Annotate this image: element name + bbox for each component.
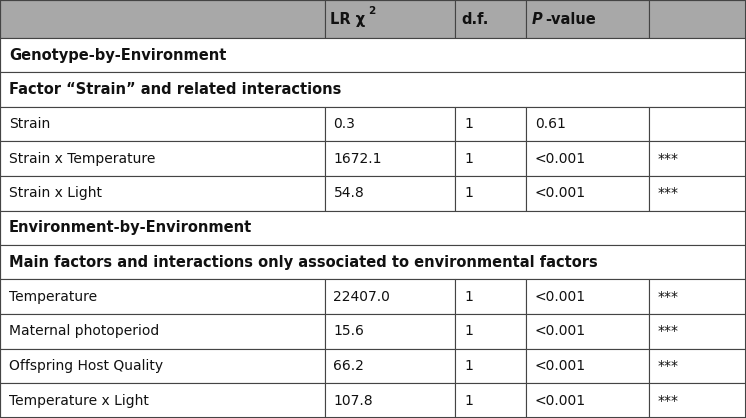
Bar (0, 72, 746, 107)
Text: Strain x Temperature: Strain x Temperature (9, 152, 155, 166)
Text: 15.6: 15.6 (333, 324, 364, 338)
Text: ***: *** (658, 359, 679, 373)
Bar (526, 141, 649, 176)
Bar (325, 349, 455, 383)
Text: Factor “Strain” and related interactions: Factor “Strain” and related interactions (9, 82, 342, 97)
Text: 1: 1 (464, 290, 473, 303)
Text: <0.001: <0.001 (535, 394, 586, 408)
Text: Maternal photoperiod: Maternal photoperiod (9, 324, 159, 338)
Bar (455, 107, 526, 141)
Bar (649, 0, 746, 38)
Text: Offspring Host Quality: Offspring Host Quality (9, 359, 163, 373)
Bar (649, 279, 746, 314)
Bar (649, 383, 746, 418)
Bar (649, 349, 746, 383)
Text: Main factors and interactions only associated to environmental factors: Main factors and interactions only assoc… (9, 255, 598, 270)
Text: ***: *** (658, 324, 679, 338)
Bar (455, 314, 526, 349)
Bar (325, 176, 455, 211)
Text: ***: *** (658, 186, 679, 200)
Bar (526, 107, 649, 141)
Bar (455, 279, 526, 314)
Bar (649, 314, 746, 349)
Text: 107.8: 107.8 (333, 394, 373, 408)
Text: ***: *** (658, 290, 679, 303)
Bar (325, 383, 455, 418)
Text: <0.001: <0.001 (535, 324, 586, 338)
Bar (526, 349, 649, 383)
Text: LR χ: LR χ (330, 12, 366, 27)
Text: d.f.: d.f. (461, 12, 489, 27)
Text: 0.3: 0.3 (333, 117, 355, 131)
Text: 1: 1 (464, 152, 473, 166)
Bar (455, 0, 526, 38)
Bar (325, 279, 455, 314)
Bar (455, 141, 526, 176)
Bar (455, 383, 526, 418)
Bar (0, 349, 325, 383)
Bar (455, 176, 526, 211)
Bar (526, 176, 649, 211)
Bar (0, 383, 325, 418)
Text: 1: 1 (464, 186, 473, 200)
Text: 54.8: 54.8 (333, 186, 364, 200)
Text: Genotype-by-Environment: Genotype-by-Environment (9, 48, 226, 63)
Bar (0, 107, 325, 141)
Bar (325, 141, 455, 176)
Text: Strain: Strain (9, 117, 50, 131)
Bar (0, 176, 325, 211)
Bar (325, 314, 455, 349)
Text: <0.001: <0.001 (535, 186, 586, 200)
Text: 0.61: 0.61 (535, 117, 565, 131)
Text: 1672.1: 1672.1 (333, 152, 382, 166)
Bar (526, 0, 649, 38)
Text: ***: *** (658, 152, 679, 166)
Text: P: P (532, 12, 542, 27)
Text: 1: 1 (464, 394, 473, 408)
Bar (0, 245, 746, 279)
Text: 22407.0: 22407.0 (333, 290, 390, 303)
Bar (526, 279, 649, 314)
Bar (649, 107, 746, 141)
Bar (526, 383, 649, 418)
Bar (0, 0, 325, 38)
Text: <0.001: <0.001 (535, 359, 586, 373)
Bar (325, 0, 455, 38)
Bar (0, 279, 325, 314)
Text: 66.2: 66.2 (333, 359, 364, 373)
Text: -value: -value (545, 12, 595, 27)
Bar (0, 211, 746, 245)
Bar (526, 314, 649, 349)
Text: ***: *** (658, 394, 679, 408)
Bar (0, 38, 746, 72)
Bar (325, 107, 455, 141)
Text: <0.001: <0.001 (535, 152, 586, 166)
Bar (649, 176, 746, 211)
Text: <0.001: <0.001 (535, 290, 586, 303)
Text: 1: 1 (464, 117, 473, 131)
Text: 2: 2 (369, 6, 376, 16)
Text: 1: 1 (464, 359, 473, 373)
Text: Environment-by-Environment: Environment-by-Environment (9, 220, 252, 235)
Text: Strain x Light: Strain x Light (9, 186, 102, 200)
Text: 1: 1 (464, 324, 473, 338)
Bar (455, 349, 526, 383)
Bar (649, 141, 746, 176)
Bar (0, 141, 325, 176)
Bar (0, 314, 325, 349)
Text: Temperature: Temperature (9, 290, 97, 303)
Text: Temperature x Light: Temperature x Light (9, 394, 149, 408)
